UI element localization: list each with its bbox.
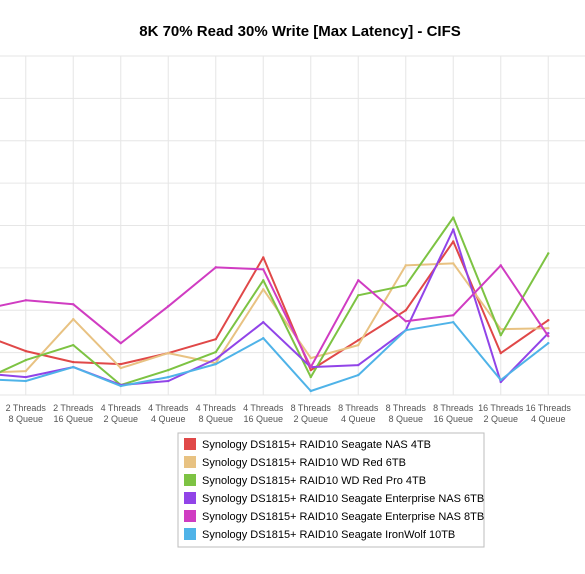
legend-entry: Synology DS1815+ RAID10 Seagate NAS 4TB xyxy=(202,439,431,451)
data-point xyxy=(452,216,455,219)
x-tick-label: 8 Threads 2 Queue xyxy=(291,403,332,424)
x-tick-label: 4 Threads 8 Queue xyxy=(196,403,237,424)
data-point xyxy=(499,351,502,355)
data-point xyxy=(547,341,550,345)
data-point xyxy=(357,294,360,297)
data-point xyxy=(24,375,27,379)
x-tick-label: 4 Threads 16 Queue xyxy=(243,403,284,424)
data-point xyxy=(262,256,265,259)
data-point xyxy=(499,264,502,267)
data-point xyxy=(309,389,312,393)
data-point xyxy=(72,343,75,347)
legend-entry: Synology DS1815+ RAID10 Seagate Enterpri… xyxy=(202,511,484,523)
data-point xyxy=(547,326,550,330)
data-point xyxy=(309,365,312,369)
legend-entry: Synology DS1815+ RAID10 Seagate Enterpri… xyxy=(202,493,484,505)
legend-swatch xyxy=(184,528,196,540)
data-point xyxy=(357,338,360,342)
data-point xyxy=(452,321,455,324)
data-point xyxy=(357,343,360,347)
data-point xyxy=(357,279,360,282)
data-point xyxy=(24,349,27,353)
x-tick-label: 8 Threads 8 Queue xyxy=(386,403,427,424)
x-tick-label: 4 Threads 2 Queue xyxy=(101,403,142,424)
data-point xyxy=(452,314,455,317)
data-point xyxy=(262,279,265,282)
data-point xyxy=(262,288,265,291)
x-tick-label: 4 Threads 4 Queue xyxy=(148,403,189,424)
data-point xyxy=(214,350,217,354)
data-point xyxy=(214,357,217,361)
data-point xyxy=(214,362,217,366)
x-tick-label: 2 Threads 16 Queue xyxy=(53,403,94,424)
legend-swatch xyxy=(184,492,196,504)
x-tick-label: 8 Threads 16 Queue xyxy=(433,403,474,424)
legend-entry: Synology DS1815+ RAID10 Seagate IronWolf… xyxy=(202,529,455,541)
data-point xyxy=(262,321,265,324)
legend-entry: Synology DS1815+ RAID10 WD Red Pro 4TB xyxy=(202,475,426,487)
data-point xyxy=(404,264,407,267)
data-point xyxy=(309,356,312,360)
data-point xyxy=(24,299,27,302)
data-point xyxy=(72,318,75,321)
data-point xyxy=(452,262,455,265)
x-tick-label: 8 Threads 4 Queue xyxy=(338,403,379,424)
data-point xyxy=(547,252,550,255)
data-point xyxy=(309,368,312,372)
data-point xyxy=(167,305,170,308)
legend-swatch xyxy=(184,510,196,522)
series-line-2 xyxy=(0,262,550,374)
data-point xyxy=(404,309,407,312)
data-point xyxy=(24,369,27,373)
data-point xyxy=(167,368,170,372)
legend-swatch xyxy=(184,456,196,468)
data-point xyxy=(119,362,122,366)
data-point xyxy=(452,240,455,243)
data-point xyxy=(499,327,502,331)
data-point xyxy=(499,333,502,337)
x-tick-label: 16 Threads 2 Queue xyxy=(478,403,524,424)
chart-series xyxy=(0,216,550,393)
data-point xyxy=(167,375,170,379)
data-point xyxy=(24,358,27,362)
x-tick-label: 2 Threads 8 Queue xyxy=(6,403,47,424)
data-point xyxy=(119,384,122,388)
data-point xyxy=(547,319,550,322)
data-point xyxy=(499,380,502,384)
data-point xyxy=(119,341,122,345)
chart-title: 8K 70% Read 30% Write [Max Latency] - CI… xyxy=(139,23,461,40)
chart-legend: Synology DS1815+ RAID10 Seagate NAS 4TB S… xyxy=(177,432,485,548)
data-point xyxy=(547,334,550,338)
data-point xyxy=(72,365,75,369)
data-point xyxy=(452,228,455,231)
data-point xyxy=(309,375,312,379)
data-point xyxy=(214,266,217,269)
data-point xyxy=(214,337,217,341)
data-point xyxy=(262,336,265,340)
x-tick-label: 16 Threads 4 Queue xyxy=(526,403,572,424)
data-point xyxy=(72,360,75,364)
legend-swatch xyxy=(184,438,196,450)
data-point xyxy=(262,268,265,271)
data-point xyxy=(404,284,407,287)
data-point xyxy=(499,378,502,382)
data-point xyxy=(72,303,75,306)
legend-swatch xyxy=(184,474,196,486)
data-point xyxy=(357,373,360,377)
data-point xyxy=(167,379,170,383)
legend-box xyxy=(177,432,485,548)
data-point xyxy=(119,366,122,370)
data-point xyxy=(404,328,407,332)
data-point xyxy=(357,363,360,367)
data-point xyxy=(167,351,170,355)
data-point xyxy=(24,379,27,383)
data-point xyxy=(404,320,407,323)
legend-entry: Synology DS1815+ RAID10 WD Red 6TB xyxy=(202,457,406,469)
